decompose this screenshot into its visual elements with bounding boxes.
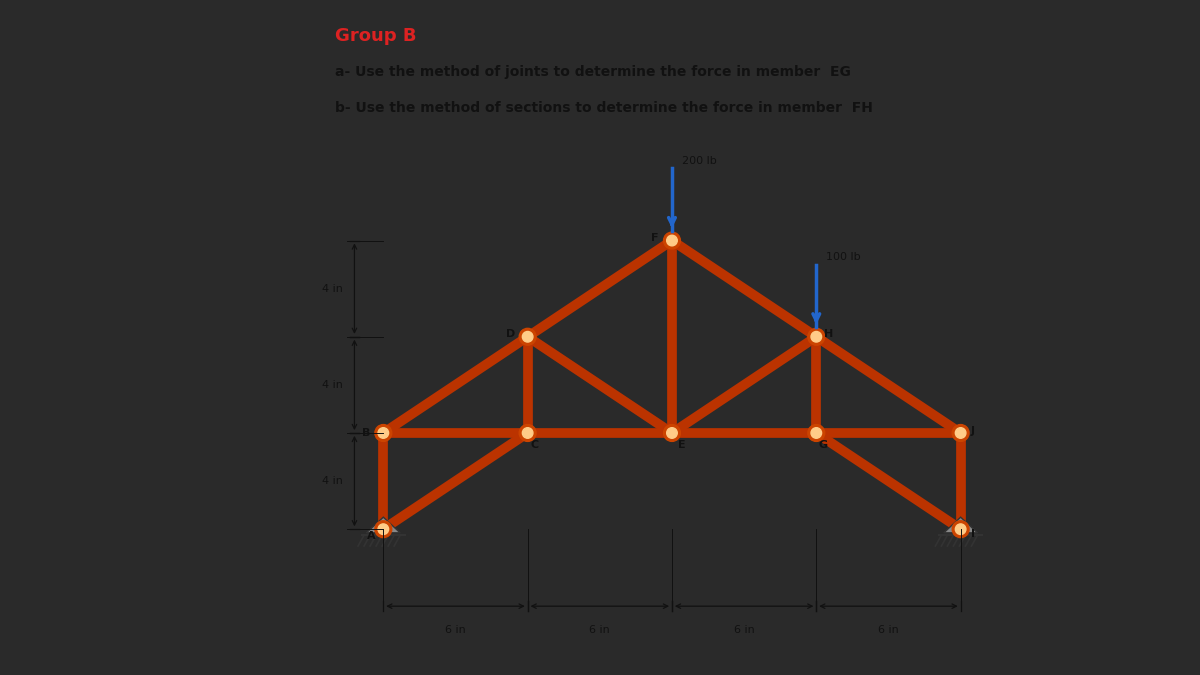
Circle shape (808, 328, 824, 345)
Circle shape (811, 331, 822, 342)
Circle shape (664, 425, 680, 441)
Text: 4 in: 4 in (323, 284, 343, 294)
Text: H: H (823, 329, 833, 340)
Circle shape (811, 428, 822, 438)
Text: 4 in: 4 in (323, 476, 343, 486)
Text: Group B: Group B (335, 27, 416, 45)
Circle shape (808, 425, 824, 441)
Text: C: C (530, 440, 539, 450)
Circle shape (667, 236, 677, 246)
Circle shape (664, 232, 680, 249)
Circle shape (374, 425, 391, 441)
Polygon shape (366, 517, 400, 533)
Circle shape (667, 428, 677, 438)
Text: 6 in: 6 in (878, 626, 899, 635)
Text: 6 in: 6 in (445, 626, 466, 635)
Text: 100 lb: 100 lb (826, 252, 860, 262)
Circle shape (520, 425, 536, 441)
Circle shape (378, 428, 389, 438)
Circle shape (955, 524, 966, 535)
Circle shape (378, 524, 389, 535)
Circle shape (953, 425, 970, 441)
Circle shape (953, 521, 970, 537)
Circle shape (374, 521, 391, 537)
Text: G: G (818, 440, 828, 450)
Text: D: D (506, 329, 516, 340)
Text: I: I (971, 529, 974, 539)
Text: a- Use the method of joints to determine the force in member  EG: a- Use the method of joints to determine… (335, 65, 851, 79)
Circle shape (955, 428, 966, 438)
Circle shape (522, 331, 533, 342)
Polygon shape (943, 517, 978, 533)
Text: B: B (362, 428, 371, 438)
Text: b- Use the method of sections to determine the force in member  FH: b- Use the method of sections to determi… (335, 101, 874, 115)
Text: 6 in: 6 in (589, 626, 610, 635)
Text: 200 lb: 200 lb (682, 156, 716, 166)
Text: F: F (652, 233, 659, 243)
Text: A: A (367, 531, 376, 541)
Text: 4 in: 4 in (323, 380, 343, 390)
Text: J: J (971, 425, 974, 435)
Circle shape (520, 328, 536, 345)
Text: 6 in: 6 in (733, 626, 755, 635)
Circle shape (522, 428, 533, 438)
Text: E: E (678, 440, 685, 450)
